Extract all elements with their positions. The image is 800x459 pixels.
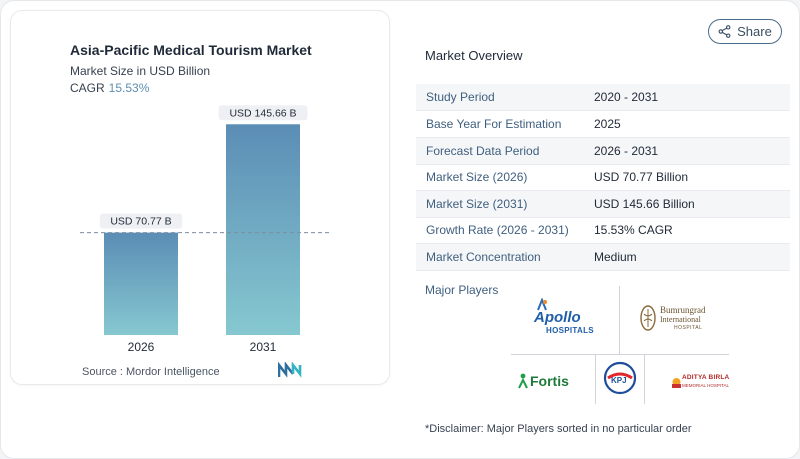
- bumrungrad-name: Bumrungrad: [660, 305, 706, 315]
- overview-value: 2026 - 2031: [594, 144, 659, 158]
- fortis-mark-icon: [518, 373, 528, 389]
- overview-value: USD 70.77 Billion: [594, 170, 689, 184]
- x-tick-label: 2031: [250, 340, 277, 354]
- overview-value: USD 145.66 Billion: [594, 197, 695, 211]
- bar-2031: [226, 124, 300, 335]
- x-tick-label: 2026: [128, 340, 155, 354]
- cagr-line: CAGR 15.53%: [70, 81, 149, 95]
- grid-divider: [595, 354, 596, 404]
- apollo-name: Apollo: [534, 309, 581, 326]
- kpj-name: KPJ: [611, 376, 627, 385]
- overview-label: Market Size (2031): [426, 197, 528, 211]
- data-label: USD 145.66 B: [229, 107, 296, 119]
- bar-chart: USD 70.77 B 2026 USD 145.66 B 2031: [80, 105, 330, 354]
- bumrungrad-hospital: HOSPITAL: [674, 325, 703, 331]
- grid-divider: [644, 354, 645, 404]
- overview-row-study-period: Study Period 2020 - 2031: [416, 84, 790, 111]
- share-icon: [718, 25, 731, 38]
- apollo-subtitle: HOSPITALS: [546, 326, 594, 335]
- overview-value: 2020 - 2031: [594, 90, 659, 104]
- apollo-mark-icon: [537, 298, 547, 311]
- data-label-bg: [218, 105, 308, 121]
- mordor-logo-icon: [278, 362, 302, 378]
- overview-value: Medium: [594, 250, 637, 264]
- cagr-label: CAGR: [70, 81, 105, 95]
- logo-apollo: Apollo HOSPITALS: [528, 298, 602, 338]
- overview-row-market-size-2026: Market Size (2026) USD 70.77 Billion: [416, 164, 790, 191]
- overview-label: Forecast Data Period: [426, 144, 540, 158]
- kpj-emblem-icon: [603, 361, 637, 395]
- logo-aditya-birla: ADITYA BIRLA MEMORIAL HOSPITAL: [672, 374, 730, 392]
- overview-value: 15.53% CAGR: [594, 223, 673, 237]
- aditya-birla-subtitle: MEMORIAL HOSPITAL: [682, 383, 730, 388]
- overview-row-growth-rate: Growth Rate (2026 - 2031) 15.53% CAGR: [416, 217, 790, 244]
- fortis-name: Fortis: [530, 373, 569, 389]
- data-label: USD 70.77 B: [110, 216, 171, 228]
- source-note: Source : Mordor Intelligence: [82, 366, 220, 378]
- data-label-bg: [99, 213, 183, 229]
- grid-divider: [511, 354, 729, 355]
- share-button[interactable]: Share: [708, 19, 782, 44]
- share-label: Share: [737, 24, 772, 39]
- overview-label: Base Year For Estimation: [426, 117, 562, 131]
- chart-subtitle: Market Size in USD Billion: [70, 64, 211, 78]
- overview-label: Market Size (2026): [426, 170, 528, 184]
- disclaimer: *Disclaimer: Major Players sorted in no …: [425, 423, 692, 435]
- overview-label: Study Period: [426, 90, 495, 104]
- logo-fortis: Fortis: [518, 372, 574, 392]
- bumrungrad-subtitle: International: [660, 315, 701, 324]
- bar-2026: [104, 232, 178, 335]
- overview-value: 2025: [594, 117, 621, 131]
- cagr-value: 15.53%: [108, 81, 150, 95]
- overview-row-concentration: Market Concentration Medium: [416, 244, 790, 271]
- logo-bumrungrad: Bumrungrad International HOSPITAL: [640, 303, 720, 335]
- aditya-birla-name: ADITYA BIRLA: [682, 374, 730, 381]
- overview-label: Growth Rate (2026 - 2031): [426, 223, 569, 237]
- overview-label: Market Concentration: [426, 250, 541, 264]
- logo-kpj: KPJ: [603, 361, 637, 395]
- major-players-label: Major Players: [425, 283, 499, 297]
- overview-row-forecast-period: Forecast Data Period 2026 - 2031: [416, 138, 790, 165]
- bumrungrad-emblem-icon: [640, 305, 656, 331]
- chart-card: [10, 10, 390, 385]
- overview-row-market-size-2031: Market Size (2031) USD 145.66 Billion: [416, 191, 790, 218]
- chart-title: Asia-Pacific Medical Tourism Market: [70, 42, 312, 58]
- overview-title: Market Overview: [425, 48, 523, 63]
- overview-row-base-year: Base Year For Estimation 2025: [416, 111, 790, 138]
- aditya-birla-sun-icon: [672, 378, 681, 388]
- grid-divider: [619, 286, 620, 354]
